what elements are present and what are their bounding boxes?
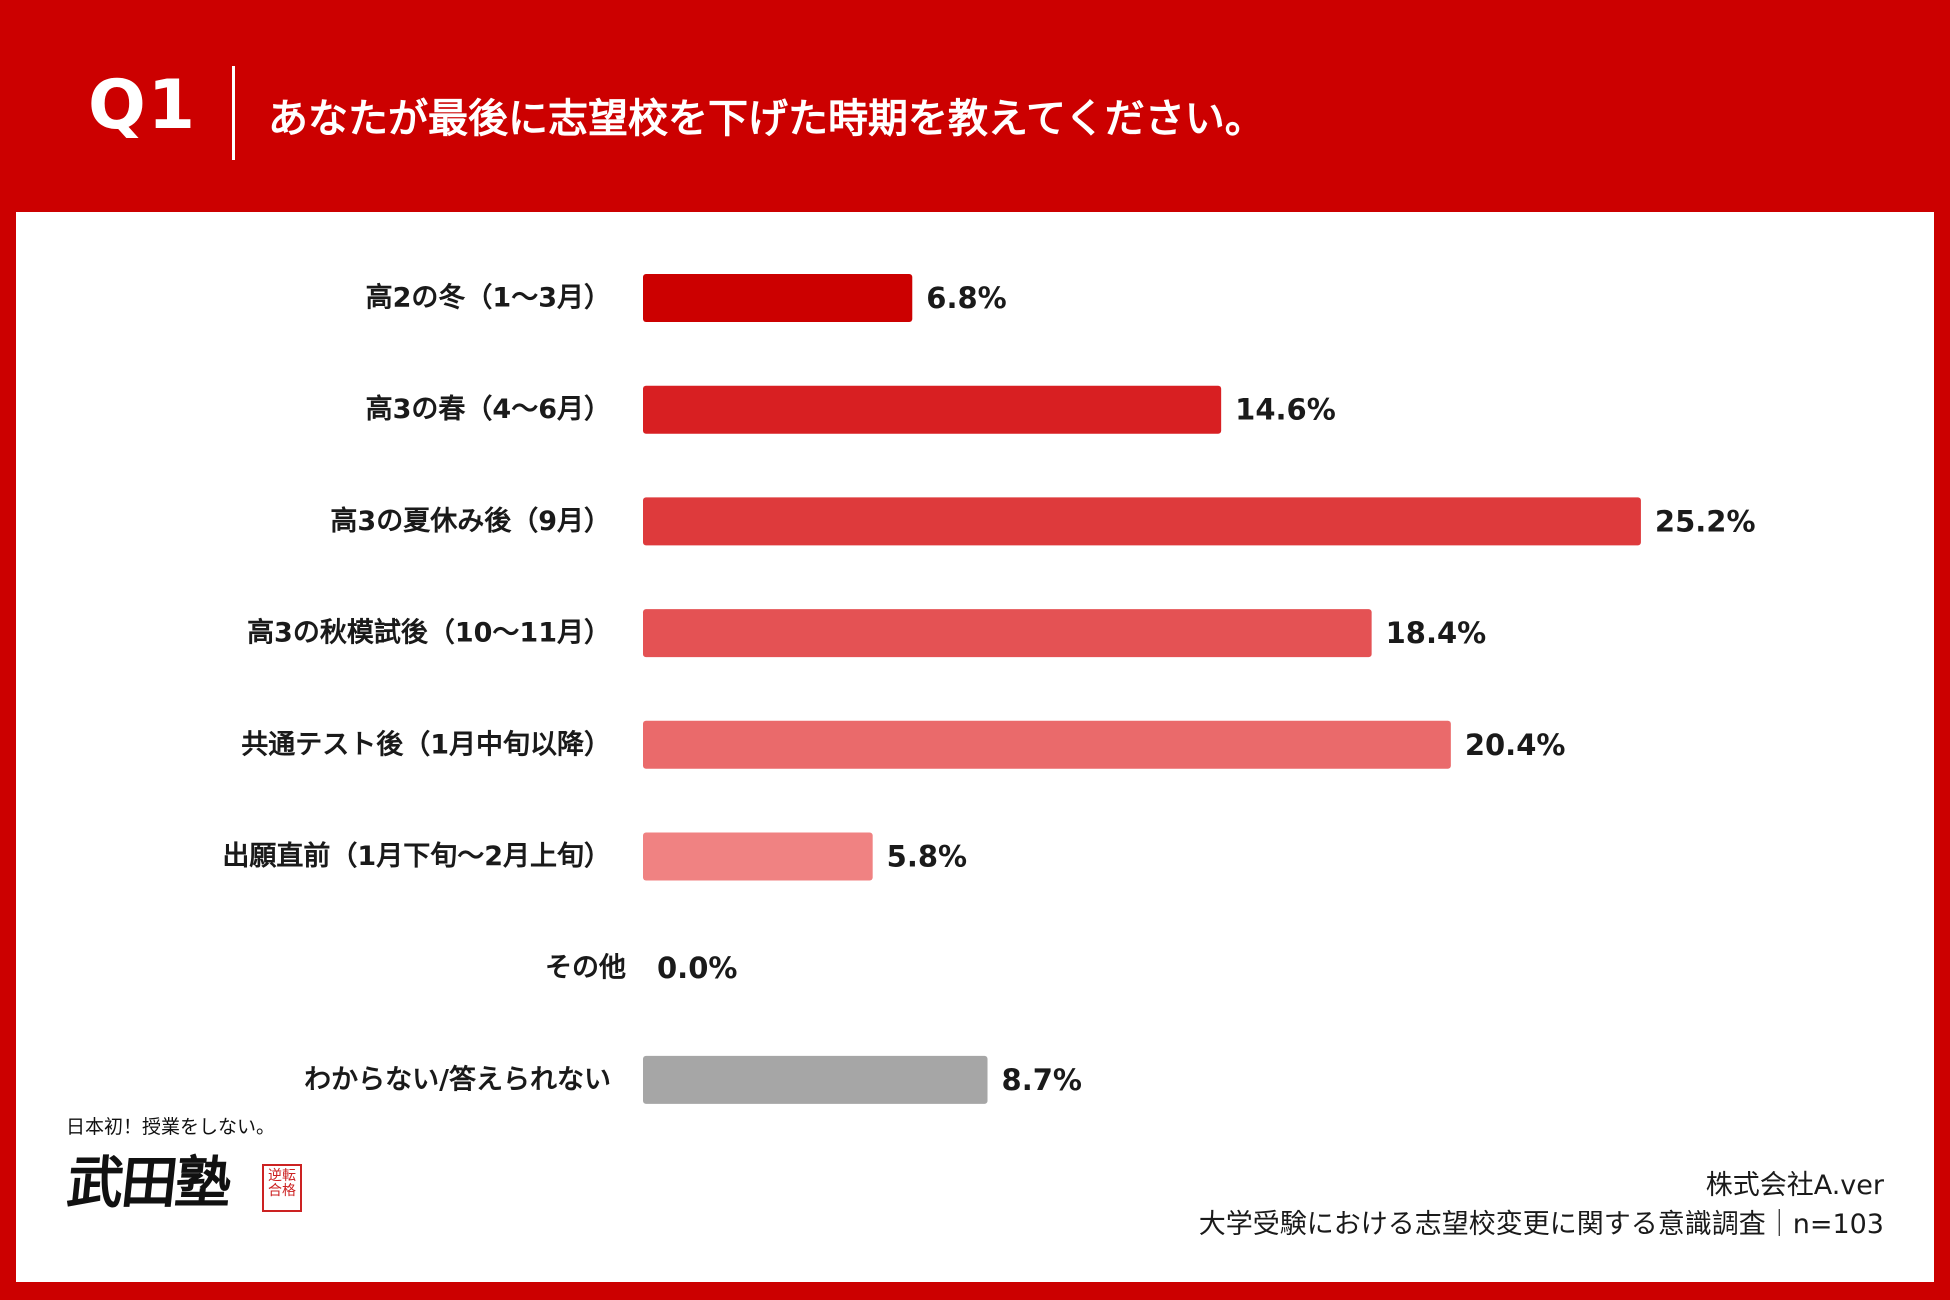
category-label: 高3の秋模試後（10〜11月） (247, 617, 611, 649)
logo: 日本初！授業をしない。 武田塾 逆転合格 (64, 1112, 306, 1232)
category-label: その他 (545, 953, 626, 984)
bar (643, 832, 873, 881)
footer-survey: 大学受験における志望校変更に関する意識調査｜n=103 (1198, 1208, 1884, 1240)
bar-chart: 高2の冬（1〜3月） 6.8% 高3の春（4〜6月） 14.6% 高3の夏休み後（9月）… (222, 274, 1756, 1104)
value-label: 8.7% (1002, 1063, 1082, 1097)
category-label: 高3の夏休み後（9月） (330, 505, 611, 537)
value-label: 18.4% (1386, 616, 1487, 650)
value-label: 14.6% (1235, 393, 1336, 427)
value-label: 20.4% (1465, 728, 1566, 762)
value-label: 0.0% (657, 951, 737, 985)
footer: 株式会社A.ver 大学受験における志望校変更に関する意識調査｜n=103 (1199, 1166, 1884, 1244)
bar (643, 497, 1641, 546)
category-label: 共通テスト後（1月中旬以降） (241, 729, 611, 760)
category-label: わからない/答えられない (304, 1063, 611, 1095)
category-label: 高3の春（4〜6月） (366, 393, 611, 425)
chart-panel: 高2の冬（1〜3月） 6.8% 高3の春（4〜6月） 14.6% 高3の夏休み後（9月）… (16, 212, 1934, 1282)
value-label: 25.2% (1655, 504, 1756, 538)
logo-tagline: 日本初！授業をしない。 (66, 1116, 276, 1138)
question-title: あなたが最後に志望校を下げた時期を教えてください。 (268, 96, 1265, 142)
logo-stamp: 逆転合格 (262, 1164, 302, 1212)
footer-company: 株式会社A.ver (1705, 1169, 1884, 1201)
category-label: 高2の冬（1〜3月） (366, 282, 611, 314)
value-label: 5.8% (887, 840, 967, 874)
bar (643, 720, 1451, 769)
bar (643, 274, 913, 322)
header: Q1 あなたが最後に志望校を下げた時期を教えてください。 (0, 0, 1950, 208)
bar (643, 1055, 988, 1104)
logo-name: 武田塾 (64, 1150, 233, 1216)
header-divider (232, 66, 235, 160)
question-number: Q1 (88, 66, 198, 145)
value-label: 6.8% (926, 281, 1006, 315)
bar (643, 609, 1372, 658)
category-label: 出願直前（1月下旬〜2月上旬） (222, 840, 611, 872)
bar (643, 385, 1222, 434)
